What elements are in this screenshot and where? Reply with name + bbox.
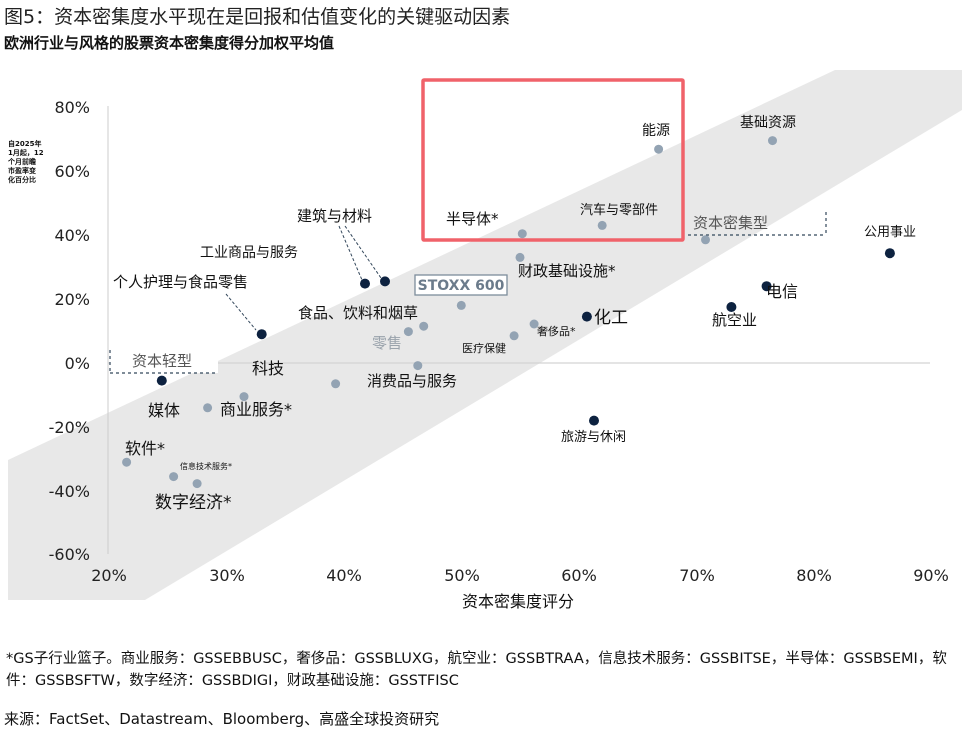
x-axis-title: 资本密集度评分 (462, 592, 574, 611)
point-label-化工: 化工 (594, 308, 628, 328)
point-label-基础资源: 基础资源 (740, 114, 796, 131)
x-ticks: 20% 30% 40% 50% 60% 70% 80% 90% (91, 566, 949, 585)
capital-heavy-box: 资本密集型 (688, 212, 827, 236)
x-tick-label: 90% (913, 566, 949, 585)
data-point-航空业 (726, 302, 737, 312)
point-label-医疗保健: 医疗保健 (462, 341, 506, 355)
x-tick-label: 30% (209, 566, 245, 585)
data-point-半导体 (517, 229, 527, 239)
y-axis-label-line: 个月前瞻 (7, 157, 36, 166)
highlight-box (421, 78, 685, 242)
point-label-电信: 电信 (766, 282, 798, 301)
point-label-半导体: 半导体* (446, 210, 499, 228)
point-labels: 能源 基础资源 汽车与零部件 半导体* 公用事业 财政基础设施* 建筑与材料 工… (113, 114, 916, 513)
capital-light-box: 资本轻型 (109, 349, 218, 374)
benchmark-label: STOXX 600 (418, 278, 505, 294)
y-tick-label: 20% (54, 290, 90, 309)
point-label-信息技术服务: 信息技术服务* (180, 461, 232, 471)
data-point-食品饮料和烟草 (419, 321, 429, 331)
trend-band (8, 70, 962, 600)
data-point-财政基础设施 (515, 252, 525, 262)
data-point-科技 (331, 379, 341, 389)
point-label-工业商品与服务: 工业商品与服务 (200, 245, 298, 261)
point-label-数字经济: 数字经济* (155, 493, 232, 513)
data-point-工业商品与服务 (360, 278, 370, 289)
point-label-个人护理与食品零售: 个人护理与食品零售 (113, 273, 248, 291)
point-label-建筑与材料: 建筑与材料 (297, 207, 372, 225)
y-axis-label-line: 化百分比 (8, 175, 36, 184)
x-tick-label: 80% (796, 566, 832, 585)
y-axis-label-line: 自2025年 (8, 139, 41, 148)
data-point-商业服务 (239, 392, 249, 402)
y-tick-label: 0% (65, 354, 90, 373)
figure-subtitle: 欧洲行业与风格的股票资本密集度得分加权平均值 (4, 34, 335, 52)
retail-label: 零售 (372, 334, 402, 352)
y-tick-label: -20% (49, 418, 90, 437)
scatter-chart: 自2025年 1月起，12 个月前瞻 市盈率变 化百分比 80% 60% 40%… (7, 70, 962, 611)
point-label-能源: 能源 (642, 123, 670, 139)
data-point-信息技术服务 (169, 472, 179, 482)
data-point-消费品与服务 (413, 361, 423, 371)
data-point-数字经济 (192, 479, 202, 489)
x-tick-label: 70% (679, 566, 715, 585)
x-tick-label: 60% (561, 566, 597, 585)
y-tick-label: 60% (54, 162, 90, 181)
data-point-基础资源 (768, 136, 777, 146)
data-point-软件 (122, 457, 132, 467)
y-axis-label-line: 1月起，12 (8, 148, 44, 157)
data-point-汽车与零部件 (597, 220, 607, 230)
y-axis-label-line: 市盈率变 (8, 166, 36, 175)
point-label-消费品与服务: 消费品与服务 (367, 372, 457, 390)
y-tick-label: -40% (49, 482, 90, 501)
data-point-媒体 (203, 403, 213, 413)
point-label-汽车与零部件: 汽车与零部件 (580, 202, 658, 218)
data-point-能源 (654, 144, 664, 154)
data-point-建筑与材料 (380, 276, 390, 287)
x-tick-label: 20% (91, 566, 127, 585)
point-label-奢侈品: 奢侈品* (537, 324, 576, 338)
data-point-公用事业 (884, 248, 895, 259)
y-tick-label: 40% (54, 226, 90, 245)
point-label-商业服务: 商业服务* (220, 400, 292, 419)
data-point-STOXX600 (456, 300, 466, 310)
x-tick-label: 50% (444, 566, 480, 585)
figure-title: 图5：资本密集度水平现在是回报和估值变化的关键驱动因素 (4, 6, 511, 28)
y-ticks: 80% 60% 40% 20% 0% -20% -40% -60% (49, 98, 90, 564)
leader-lines (225, 225, 382, 331)
data-point-零售 (403, 327, 413, 337)
footnote: *GS子行业篮子。商业服务：GSSEBBUSC，奢侈品：GSSBLUXG，航空业… (6, 651, 947, 689)
x-tick-label: 40% (326, 566, 362, 585)
data-point-个人护理与食品零售 (256, 329, 267, 340)
data-point-资本密集型 (701, 235, 710, 245)
data-point-旅游与休闲 (589, 415, 599, 426)
data-point-化工 (581, 311, 592, 322)
point-label-媒体: 媒体 (148, 401, 180, 420)
source-note: 来源：FactSet、Datastream、Bloomberg、高盛全球投资研究 (4, 710, 440, 728)
capital-heavy-label: 资本密集型 (693, 214, 768, 232)
data-point-医疗保健 (509, 331, 519, 341)
point-label-旅游与休闲: 旅游与休闲 (561, 430, 626, 445)
point-label-食品饮料和烟草: 食品、饮料和烟草 (298, 304, 418, 322)
point-label-航空业: 航空业 (712, 311, 757, 329)
data-point-电信 (761, 281, 772, 292)
data-point-奢侈品 (529, 319, 539, 329)
point-label-公用事业: 公用事业 (864, 225, 916, 240)
y-tick-label: 80% (54, 98, 90, 117)
y-tick-label: -60% (49, 545, 90, 564)
point-label-科技: 科技 (252, 359, 284, 378)
data-point-资本轻型 (156, 375, 167, 386)
points-layer (122, 136, 895, 489)
benchmark-box: STOXX 600 (414, 274, 508, 296)
point-label-软件: 软件* (125, 439, 165, 458)
y-axis-label: 自2025年 1月起，12 个月前瞻 市盈率变 化百分比 (7, 139, 44, 184)
capital-light-label: 资本轻型 (132, 352, 192, 370)
point-label-财政基础设施: 财政基础设施* (518, 262, 616, 280)
